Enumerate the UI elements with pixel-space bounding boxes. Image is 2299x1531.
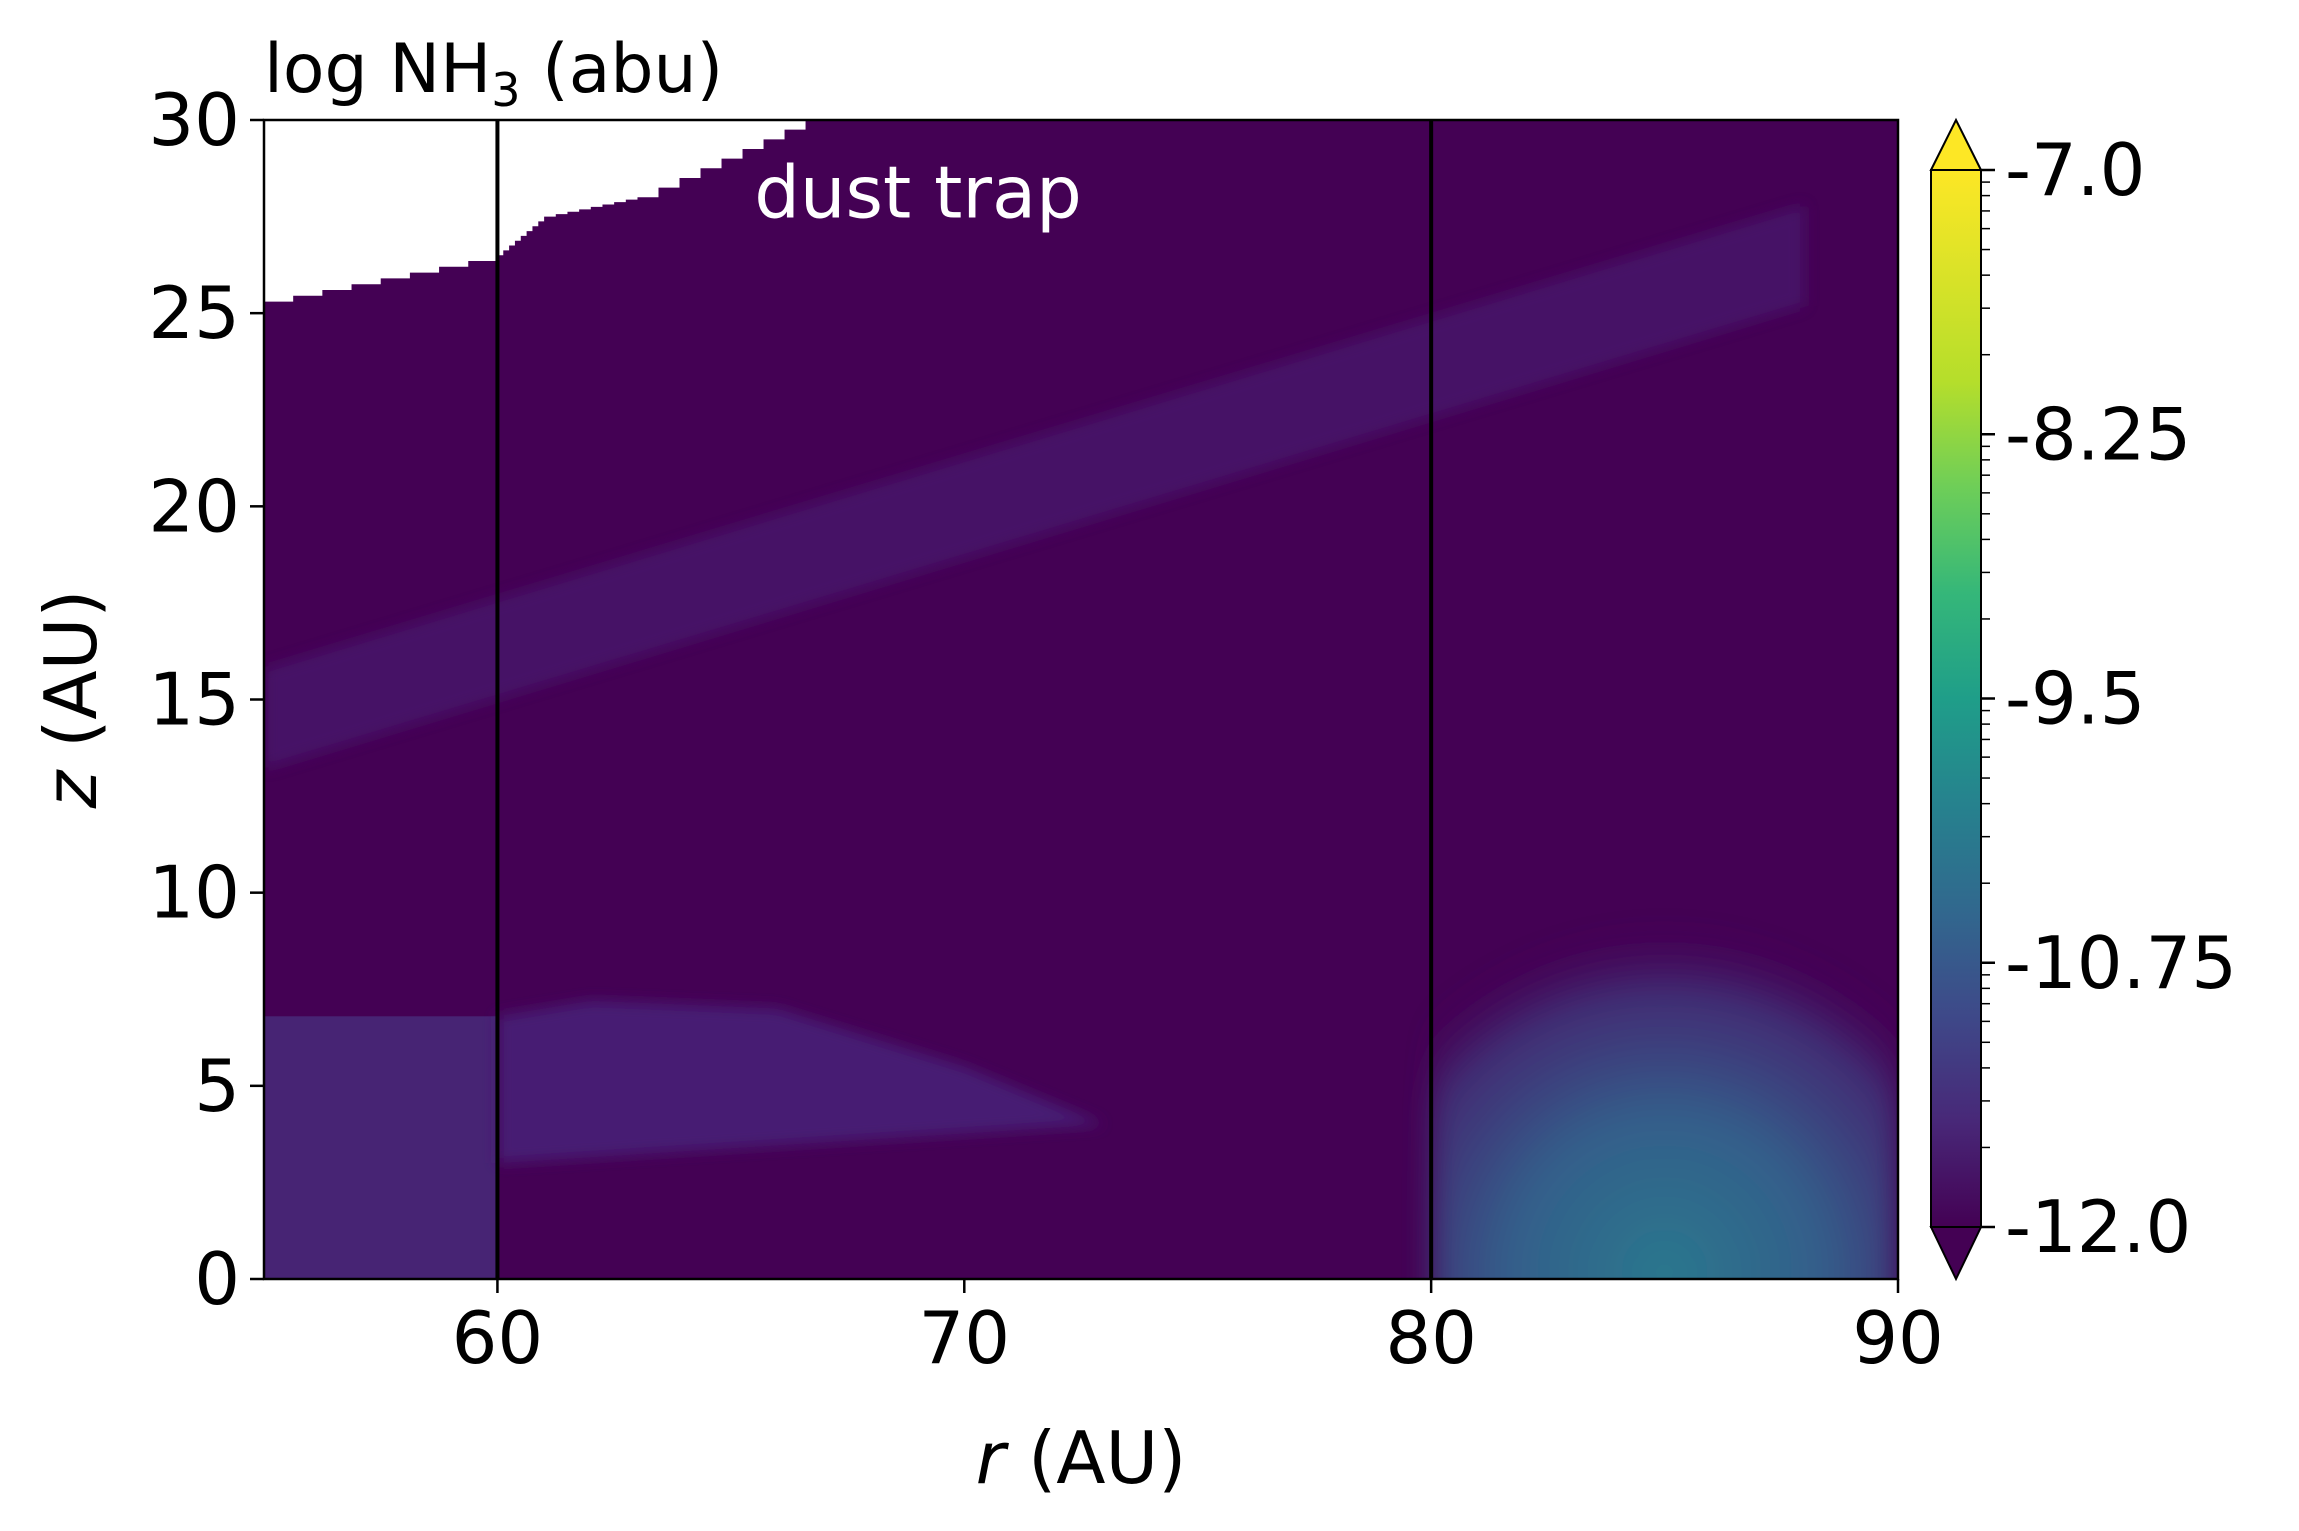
chart-title: log NH3 (abu) bbox=[264, 30, 723, 117]
colorbar-gradient bbox=[1931, 170, 1981, 1227]
dust-trap-boundaries bbox=[495, 120, 1434, 1279]
y-tick-label-20: 20 bbox=[148, 464, 240, 548]
colorbar-extend-bottom bbox=[1929, 1226, 1983, 1282]
colorbar-ticks: -7.0 -8.25 -9.5 -10.75 -12.0 bbox=[1981, 128, 2237, 1269]
y-tick-label-10: 10 bbox=[148, 851, 240, 935]
colorbar-tick-label-3: -10.75 bbox=[2005, 921, 2237, 1005]
heatmap-feature-0 bbox=[264, 204, 1805, 770]
y-tick-label-25: 25 bbox=[148, 271, 240, 355]
colorbar-tick-label-2: -9.5 bbox=[2005, 657, 2145, 741]
y-tick-label-0: 0 bbox=[194, 1237, 240, 1321]
heatmap-features bbox=[264, 204, 1898, 1279]
y-tick-label-15: 15 bbox=[148, 658, 240, 742]
x-tick-label-70: 70 bbox=[918, 1296, 1010, 1380]
x-axis: 60 70 80 90 bbox=[452, 1279, 1944, 1380]
plot-area: dust trap bbox=[262, 118, 1900, 1281]
colorbar-tick-label-4: -12.0 bbox=[2005, 1185, 2191, 1269]
y-tick-label-5: 5 bbox=[194, 1044, 240, 1128]
y-axis-label: z (AU) bbox=[29, 590, 113, 810]
colorbar-extend-top bbox=[1929, 117, 1983, 171]
dust-trap-annotation: dust trap bbox=[754, 150, 1082, 234]
y-tick-label-30: 30 bbox=[148, 78, 240, 162]
x-tick-label-80: 80 bbox=[1385, 1296, 1477, 1380]
heatmap-feature-3 bbox=[1431, 854, 1898, 1279]
x-tick-label-90: 90 bbox=[1852, 1296, 1944, 1380]
heatmap-feature-2 bbox=[497, 1000, 1105, 1164]
colorbar-tick-label-0: -7.0 bbox=[2005, 128, 2145, 212]
colorbar-tick-label-1: -8.25 bbox=[2005, 392, 2191, 476]
colorbar: -7.0 -8.25 -9.5 -10.75 -12.0 bbox=[1929, 117, 2237, 1282]
heatmap-feature-1 bbox=[264, 1016, 498, 1279]
masked-region bbox=[264, 120, 806, 302]
x-tick-label-60: 60 bbox=[452, 1296, 544, 1380]
x-axis-label: r (AU) bbox=[976, 1416, 1187, 1500]
y-axis: 0 5 10 15 20 25 30 bbox=[148, 78, 264, 1321]
